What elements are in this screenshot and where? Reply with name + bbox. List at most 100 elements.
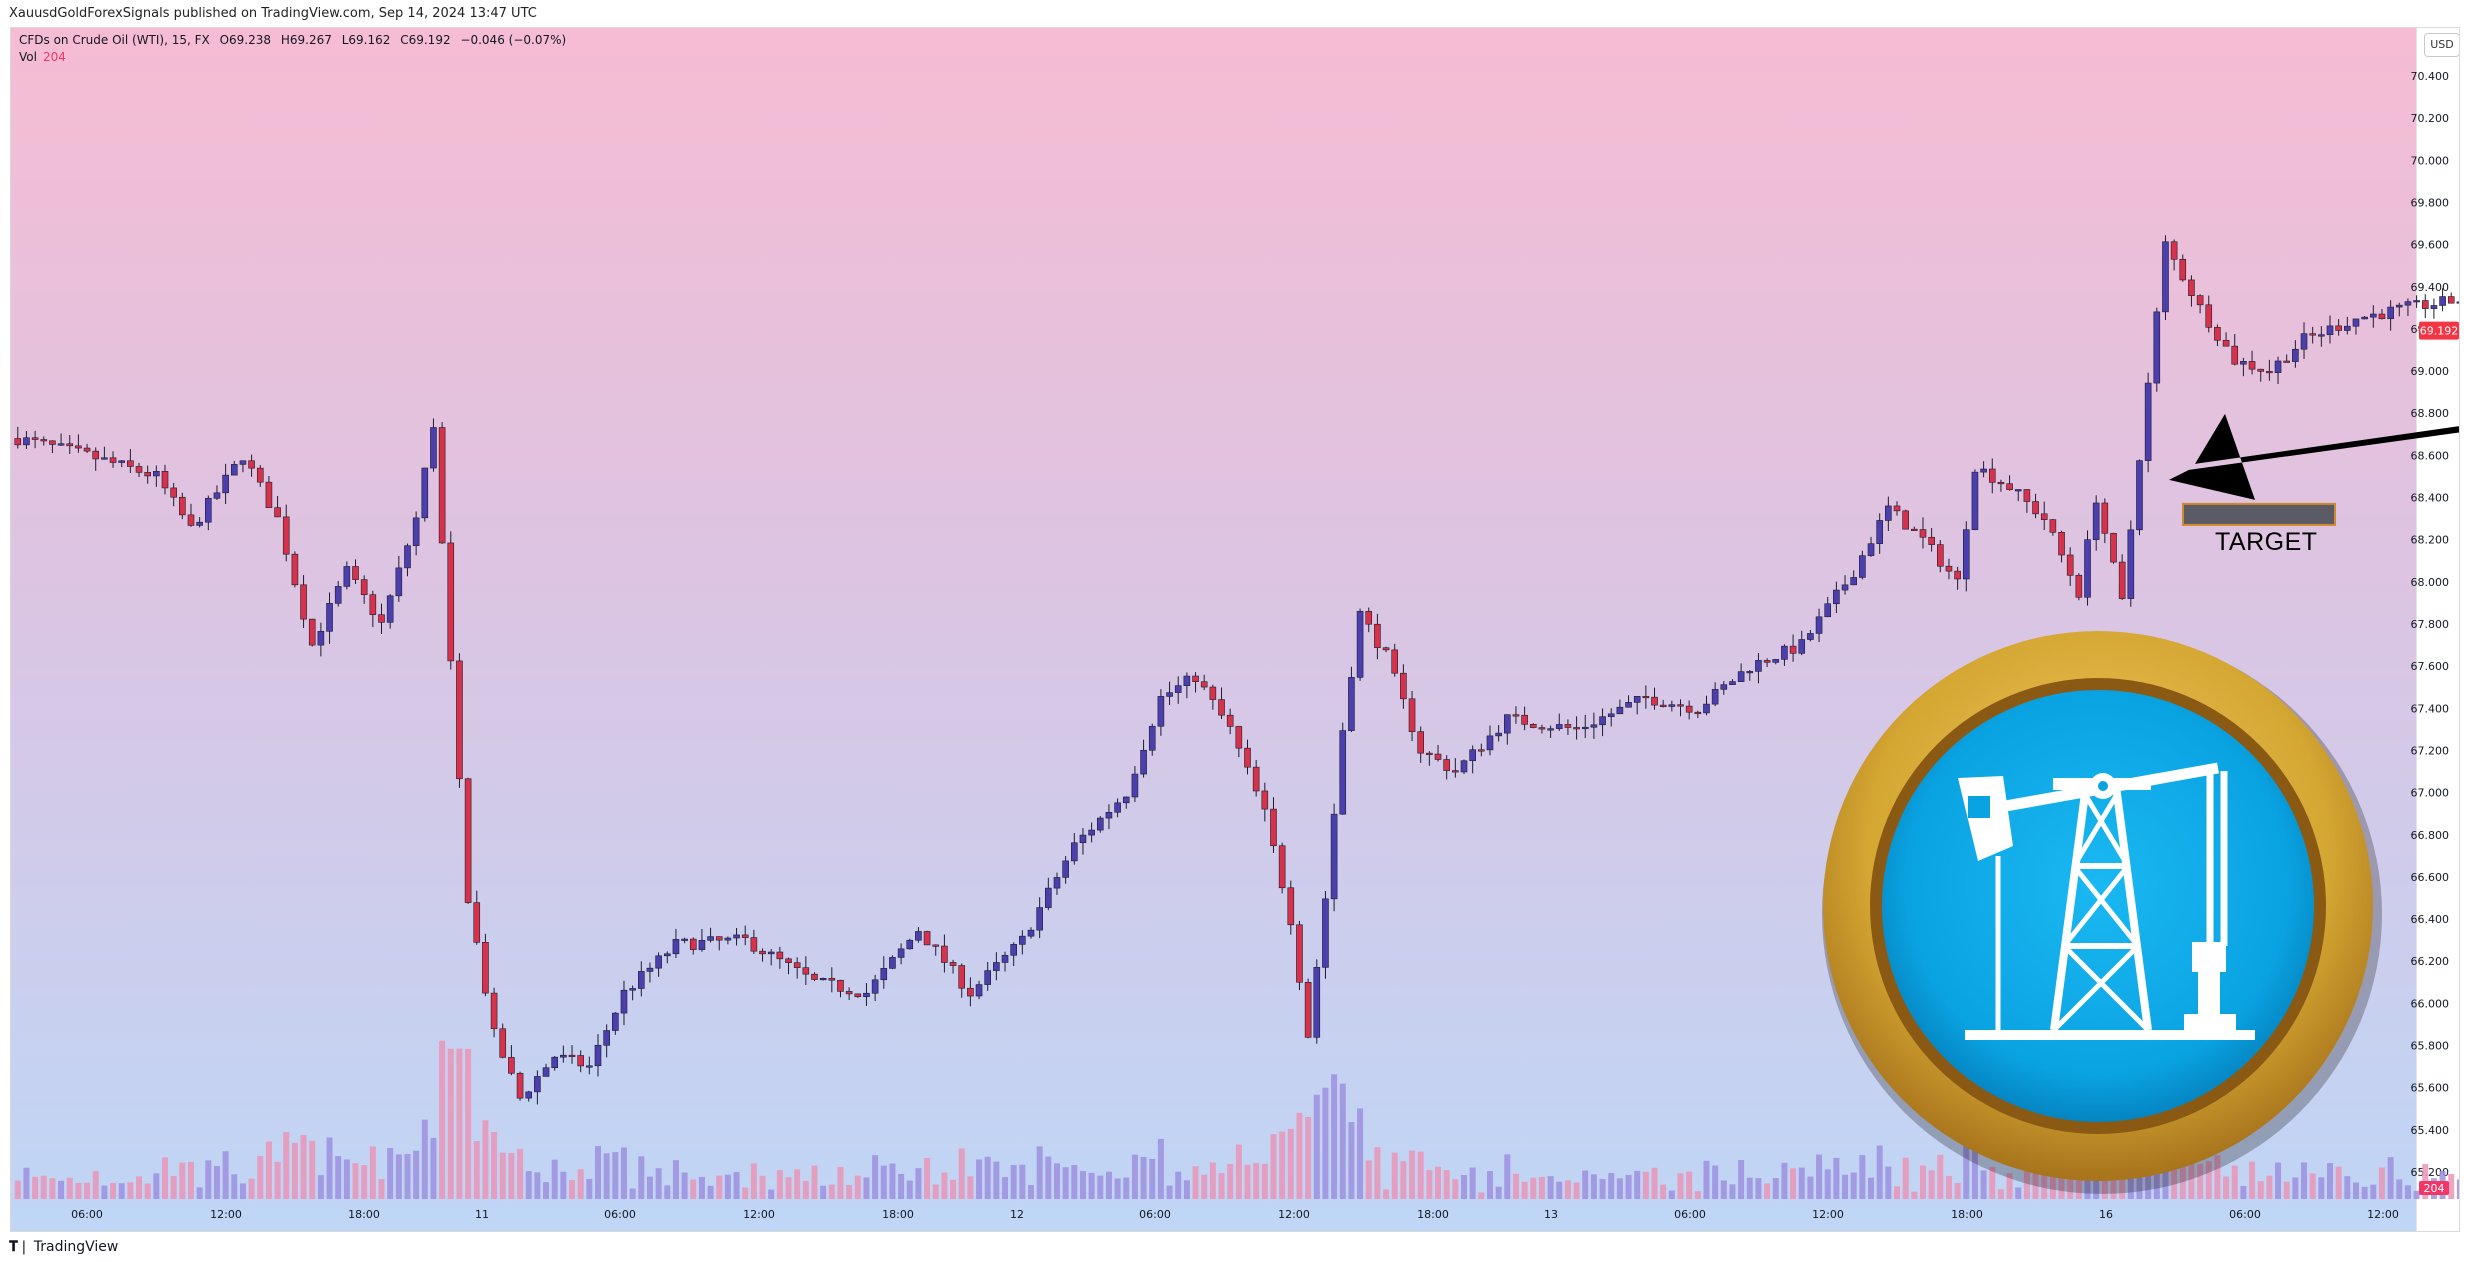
volume-bar xyxy=(690,1179,697,1199)
price-axis[interactable] xyxy=(2416,28,2459,1231)
beam-pivot-center xyxy=(2098,781,2108,791)
candle-body xyxy=(1019,935,1026,945)
candle-body xyxy=(2421,300,2429,309)
volume-bar xyxy=(213,1165,220,1199)
candle-body xyxy=(1356,611,1364,678)
volume-bar xyxy=(1989,1166,1996,1199)
volume-bar xyxy=(1712,1165,1719,1199)
y-tick-label: 69.600 xyxy=(2411,239,2450,252)
volume-bar xyxy=(162,1157,168,1199)
candle-body xyxy=(2430,305,2438,309)
candle-body xyxy=(655,955,662,969)
volume-bar xyxy=(1409,1150,1416,1199)
candle-body xyxy=(889,957,896,969)
candle-body xyxy=(1235,726,1243,749)
candle-body xyxy=(949,962,957,966)
volume-bar xyxy=(1738,1160,1745,1199)
candle-body xyxy=(603,1030,610,1046)
derrick-cross xyxy=(2052,944,2140,1032)
symbol-name[interactable]: CFDs on Crude Oil (WTI), 15, FX xyxy=(19,33,210,47)
volume-bar xyxy=(2448,1173,2455,1199)
candle-body xyxy=(1062,860,1069,878)
x-tick-label: 12:00 xyxy=(1278,1208,1310,1221)
y-tick-label: 67.600 xyxy=(2411,660,2450,673)
candle-body xyxy=(161,471,169,489)
volume-bar xyxy=(66,1177,73,1199)
volume-bar xyxy=(1149,1159,1156,1199)
candle-body xyxy=(248,460,255,469)
candle-body xyxy=(793,962,801,968)
volume-bar xyxy=(274,1161,281,1199)
volume-bar xyxy=(638,1156,645,1199)
volume-bar xyxy=(499,1152,506,1199)
volume-bar xyxy=(2387,1157,2394,1199)
currency-button[interactable]: USD xyxy=(2424,33,2459,57)
volume-bar xyxy=(2075,1164,2082,1199)
volume-label[interactable]: Vol xyxy=(19,50,37,64)
chart-frame[interactable]: 65.200 65.400 65.600 65.800 66.000 66.200 66.4… xyxy=(10,27,2460,1232)
candle-body xyxy=(135,466,143,473)
candle-body xyxy=(1218,699,1225,716)
volume-bar xyxy=(1071,1165,1078,1199)
candle-body xyxy=(2274,360,2282,373)
volume-bar xyxy=(854,1175,861,1199)
candle-body xyxy=(1997,482,2005,485)
x-tick-label: 18:00 xyxy=(882,1208,914,1221)
candle-body xyxy=(759,950,766,955)
volume-bar xyxy=(776,1170,783,1199)
candle-body xyxy=(2283,360,2290,363)
price-chart[interactable]: 65.200 65.400 65.600 65.800 66.000 66.200 66.4… xyxy=(11,28,2460,1231)
volume-bar xyxy=(724,1174,731,1199)
volume-bar xyxy=(2266,1175,2273,1199)
candle-body xyxy=(2300,333,2308,350)
x-tick-label: 11 xyxy=(475,1208,489,1221)
candle-body xyxy=(1564,724,1572,728)
volume-bar xyxy=(1010,1164,1017,1199)
volume-bar xyxy=(2032,1166,2039,1199)
candle-body xyxy=(897,948,905,958)
candle-body xyxy=(1140,749,1147,775)
candle-body xyxy=(837,979,844,992)
candle-body xyxy=(308,618,316,646)
volume-bar xyxy=(1192,1166,1199,1199)
volume-bar xyxy=(976,1159,983,1199)
derrick-leg-left xyxy=(2050,785,2090,1031)
candle-body xyxy=(1478,749,1485,752)
candle-body xyxy=(1945,565,1953,572)
volume-bar xyxy=(1053,1163,1060,1199)
candle-body xyxy=(40,439,48,442)
volume-bar xyxy=(1798,1167,1805,1199)
volume-bar xyxy=(456,1048,463,1199)
volume-bar xyxy=(2188,1158,2195,1199)
volume-bar xyxy=(534,1172,541,1199)
candle-body xyxy=(1027,929,1035,937)
volume-bar xyxy=(1140,1156,1147,1199)
candle-body xyxy=(482,942,489,994)
volume-bar xyxy=(1209,1162,1216,1199)
volume-bar xyxy=(239,1183,246,1199)
candle-body xyxy=(2023,489,2031,502)
candle-body xyxy=(1538,727,1546,730)
volume-bar xyxy=(2283,1181,2290,1199)
gearbox-post xyxy=(2198,972,2220,1017)
candle-body xyxy=(378,614,385,623)
volume-bar xyxy=(1538,1176,1545,1199)
candle-body xyxy=(317,631,325,646)
tradingview-logo[interactable]: 𝐓❘ TradingView xyxy=(9,1239,118,1255)
volume-bar xyxy=(265,1141,272,1199)
volume-bar xyxy=(153,1173,160,1199)
candle-body xyxy=(1192,675,1199,683)
y-tick-label: 68.600 xyxy=(2411,449,2450,462)
candle-body xyxy=(1374,623,1381,649)
candle-body xyxy=(1694,711,1702,715)
volume-bar xyxy=(1452,1179,1459,1199)
volume-bar xyxy=(1253,1163,1260,1199)
candle-body xyxy=(2248,361,2256,370)
candle-body xyxy=(395,567,403,597)
y-tick-label: 70.000 xyxy=(2411,154,2450,167)
volume-bar xyxy=(543,1182,550,1199)
candle-body xyxy=(2196,295,2204,306)
candle-body xyxy=(1729,681,1736,685)
volume-bar xyxy=(1764,1183,1771,1199)
volume-bar xyxy=(1616,1178,1623,1199)
